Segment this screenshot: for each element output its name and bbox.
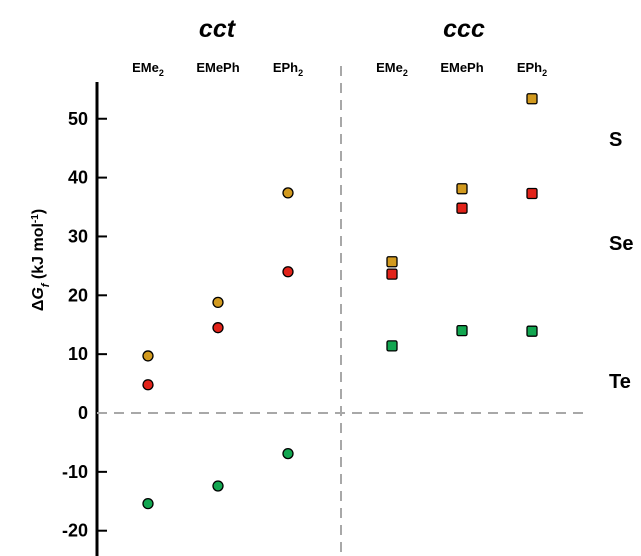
y-tick-label: 30 [68,226,88,246]
point-S-cct-2 [282,187,294,199]
point-Se-ccc-0 [386,268,398,280]
series-label-Se: Se [609,233,633,255]
category-labels: EMe2 EMePh EPh2 EMe2 EMePh EPh2 [132,60,547,78]
point-S-ccc-2 [526,93,538,105]
y-ticks: -20 -10 0 10 20 30 40 50 [62,109,107,541]
point-S-ccc-1 [456,183,468,195]
series-labels: S Se Te [609,129,633,393]
point-Te-cct-2 [282,447,294,460]
y-tick-label: -20 [62,521,88,541]
point-S-ccc-0 [386,256,398,268]
data-points [142,93,538,510]
panel-title-cct: cct [199,15,237,43]
point-S-cct-0 [142,350,154,362]
point-Te-cct-1 [212,480,224,492]
y-tick-label: -10 [62,462,88,482]
series-label-Te: Te [609,371,631,393]
category-label-ccc-2: EPh2 [517,60,547,78]
y-tick-label: 0 [78,403,88,423]
y-tick-label: 40 [68,168,88,188]
y-tick-label: 20 [68,285,88,305]
y-axis-label: ΔGf (kJ mol-1) [30,209,53,311]
panel-title-ccc: ccc [443,15,485,43]
point-Te-ccc-2 [526,325,538,337]
series-label-S: S [609,129,622,151]
point-Te-ccc-1 [456,324,468,337]
point-Te-ccc-0 [386,340,398,352]
category-label-ccc-1: EMePh [440,60,483,75]
category-label-cct-2: EPh2 [273,60,303,78]
y-tick-label: 10 [68,344,88,364]
category-label-cct-0: EMe2 [132,60,164,78]
point-S-cct-1 [212,296,224,309]
category-label-ccc-0: EMe2 [376,60,408,78]
point-Se-cct-1 [212,322,224,334]
category-label-cct-1: EMePh [196,60,239,75]
point-Se-ccc-2 [526,187,538,200]
y-tick-label: 50 [68,109,88,129]
point-Se-cct-0 [142,379,154,391]
point-Se-ccc-1 [456,202,468,214]
point-Te-cct-0 [142,497,154,510]
point-Se-cct-2 [282,266,294,278]
